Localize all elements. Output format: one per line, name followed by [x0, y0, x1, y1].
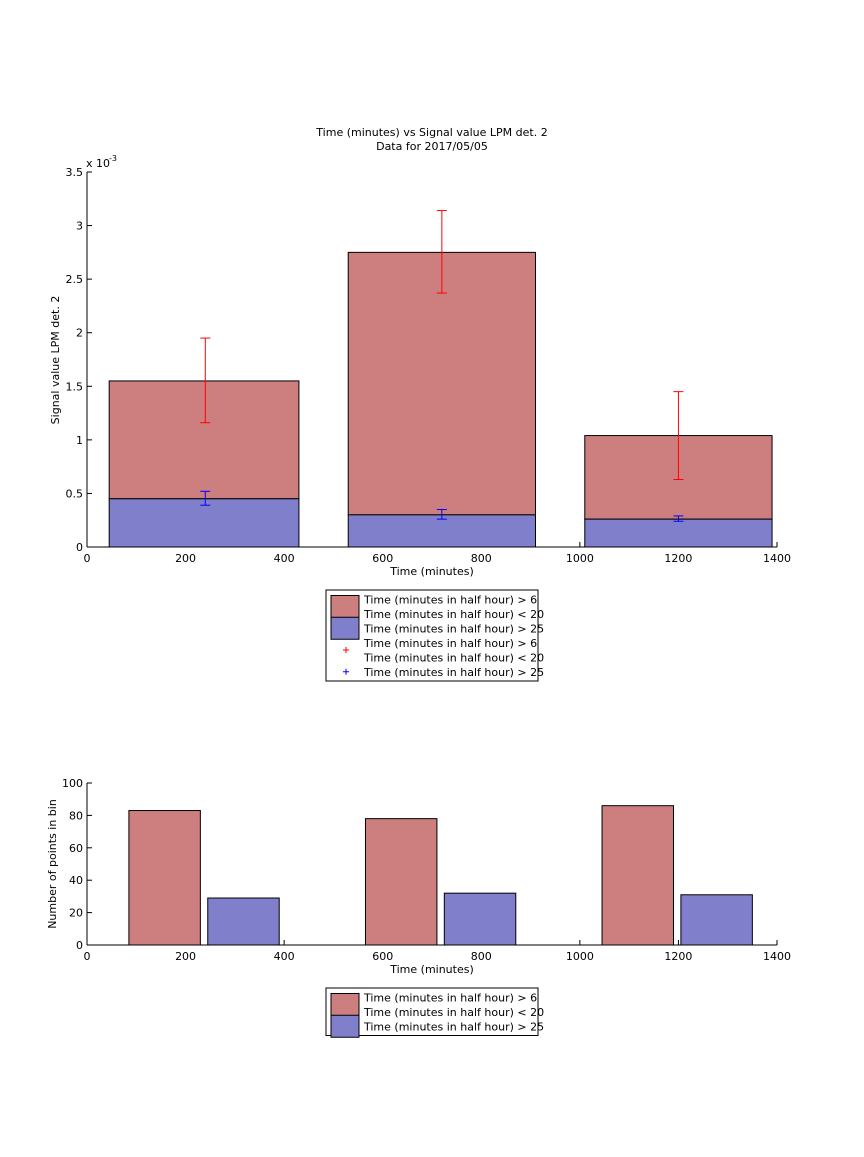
top-plot: 0 200 400 600 800 1000 1200 1400 0 0.5 1 1.5 2 2.5 3 3.… — [66, 166, 792, 565]
top-y-tick-label: 3.5 — [66, 166, 84, 179]
top-legend-label: Time (minutes in half hour) > 25 — [363, 623, 544, 636]
top-legend-patch — [330, 616, 360, 640]
bottom-bar-upper — [128, 810, 201, 946]
top-bar-lower — [108, 498, 300, 548]
bottom-y-tick-label: 80 — [69, 809, 83, 822]
top-legend-patch — [330, 595, 360, 618]
bottom-x-tick-label: 600 — [372, 950, 393, 963]
bottom-y-tick-label: 40 — [69, 874, 83, 887]
top-legend-box — [325, 589, 539, 682]
bottom-plot: 0 200 400 600 800 1000 1200 1400 0 20 40 60 80 100 — [62, 777, 791, 963]
bottom-x-tick-label: 1400 — [763, 950, 791, 963]
bottom-bar-lower — [207, 897, 280, 946]
top-legend-label: Time (minutes in half hour) > 6 — [363, 594, 537, 607]
bottom-legend-box — [325, 987, 539, 1036]
bottom-bar-lower — [680, 894, 753, 946]
top-y-tick-label: 2 — [76, 327, 83, 340]
top-y-tick-label: 0 — [76, 541, 83, 554]
bottom-bar-upper — [601, 805, 674, 946]
bottom-y-tick-label: 100 — [62, 777, 83, 790]
bottom-x-tick-label: 400 — [274, 950, 295, 963]
top-y-axis-label: Signal value LPM det. 2 — [49, 296, 62, 425]
top-bar-lower — [584, 518, 773, 548]
bottom-legend-label: Time (minutes in half hour) > 6 — [363, 992, 537, 1005]
top-legend-label: Time (minutes in half hour) > 6 — [363, 637, 537, 650]
top-x-axis-label: Time (minutes) — [389, 565, 474, 578]
top-y-tick-label: 1.5 — [66, 380, 84, 393]
top-legend-label: Time (minutes in half hour) < 20 — [363, 608, 544, 621]
top-bar-upper — [108, 380, 300, 500]
top-y-tick-label: 0.5 — [66, 487, 84, 500]
bottom-y-tick-label: 0 — [76, 939, 83, 952]
top-x-tick-label: 1400 — [763, 552, 791, 565]
bottom-x-tick-label: 800 — [471, 950, 492, 963]
y-exponent-value: -3 — [109, 154, 117, 163]
bottom-legend-label: Time (minutes in half hour) < 20 — [363, 1006, 544, 1019]
bottom-legend-label: Time (minutes in half hour) > 25 — [363, 1021, 544, 1034]
bottom-x-tick-label: 200 — [175, 950, 196, 963]
bottom-x-tick-label: 1200 — [664, 950, 692, 963]
bottom-x-tick-label: 1000 — [566, 950, 594, 963]
top-y-tick-label: 1 — [76, 434, 83, 447]
bottom-legend-patch — [330, 1014, 360, 1038]
top-x-tick-label: 0 — [84, 552, 91, 565]
top-x-tick-label: 1000 — [566, 552, 594, 565]
bottom-y-axis-label: Number of points in bin — [46, 799, 59, 929]
bottom-bar-lower — [443, 892, 517, 946]
top-x-tick-label: 600 — [372, 552, 393, 565]
top-bar-lower — [347, 514, 537, 548]
top-y-tick-label: 3 — [76, 220, 83, 233]
bottom-y-tick-label: 60 — [69, 842, 83, 855]
bottom-legend-patch — [330, 993, 360, 1016]
bottom-bar-upper — [364, 818, 438, 946]
y-exponent-label: x 10 — [86, 157, 110, 170]
top-x-tick-label: 800 — [471, 552, 492, 565]
top-y-tick-label: 2.5 — [66, 273, 84, 286]
top-x-tick-label: 400 — [274, 552, 295, 565]
top-x-tick-label: 200 — [175, 552, 196, 565]
bottom-x-tick-label: 0 — [84, 950, 91, 963]
top-legend-label: Time (minutes in half hour) < 20 — [363, 652, 544, 665]
bottom-x-axis-label: Time (minutes) — [389, 963, 474, 976]
top-legend-label: Time (minutes in half hour) > 25 — [363, 666, 544, 679]
bottom-y-tick-label: 20 — [69, 907, 83, 920]
chart-title: Time (minutes) vs Signal value LPM det. … — [315, 126, 547, 139]
chart-subtitle: Data for 2017/05/05 — [376, 140, 488, 153]
top-x-tick-label: 1200 — [664, 552, 692, 565]
